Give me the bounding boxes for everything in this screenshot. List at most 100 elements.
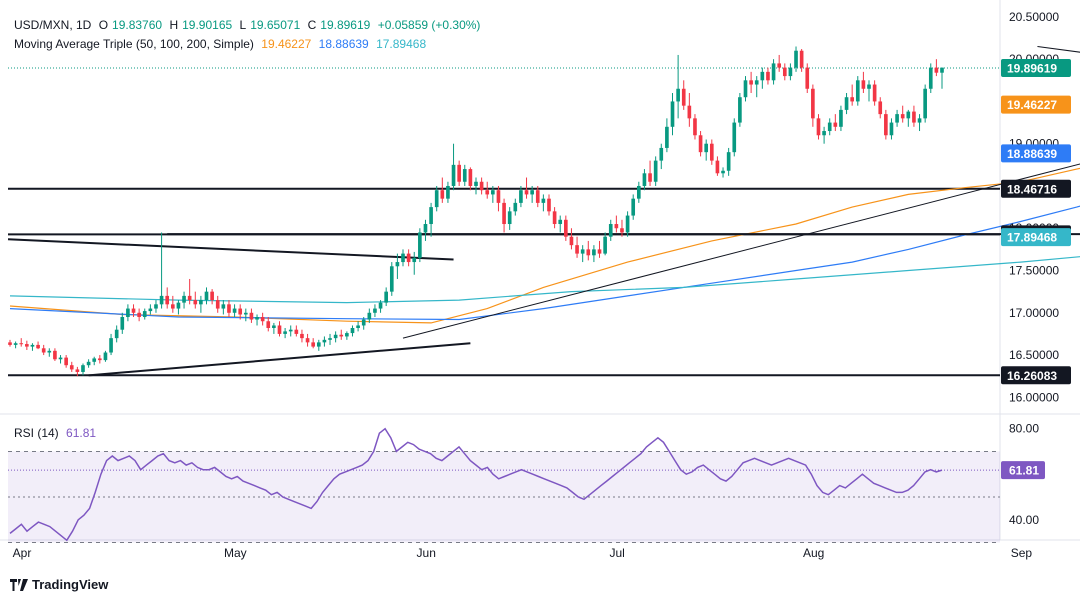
candle-body (193, 300, 198, 305)
candle-body (120, 317, 125, 330)
candle-body (479, 181, 484, 191)
ma200-value: 17.89468 (376, 37, 427, 51)
candle-body (367, 312, 372, 320)
candle-body (580, 249, 585, 254)
x-tick-label: Aug (803, 546, 824, 560)
price-tag-box (1001, 144, 1071, 163)
candle-body (732, 122, 737, 153)
price-tag-label: 16.26083 (1007, 369, 1057, 383)
price-tag-label: 19.46227 (1007, 98, 1057, 112)
candle-body (670, 101, 675, 127)
candle-body (535, 190, 540, 203)
x-tick-label: Jul (609, 546, 624, 560)
legend-rsi: RSI (14) 61.81 (14, 426, 100, 440)
candle-body (142, 311, 147, 318)
candle-body (693, 118, 697, 136)
candle-body (552, 211, 557, 225)
candle-body (266, 321, 271, 328)
candle-body (434, 190, 439, 208)
candle-body (653, 160, 658, 182)
y-tick-label: 16.00000 (1009, 390, 1059, 404)
x-tick-label: Sep (1011, 546, 1033, 560)
candle-body (468, 169, 473, 186)
candle-body (715, 160, 720, 174)
candle-body (378, 302, 383, 309)
y-tick-label: 16.50000 (1009, 348, 1059, 362)
price-tag-box (1001, 366, 1071, 385)
price-tag-label: 18.88639 (1007, 147, 1057, 161)
candle-body (636, 185, 641, 199)
candle-body (221, 304, 226, 309)
candle-body (227, 304, 231, 313)
candle-body (148, 308, 153, 312)
trend-line (402, 163, 1080, 339)
low-value: 19.65071 (250, 18, 301, 32)
candle-body (620, 228, 624, 233)
candle-body (126, 308, 130, 318)
trend-line (7, 238, 454, 261)
candle-body (878, 101, 883, 115)
candle-body (322, 339, 327, 343)
candle-body (704, 143, 709, 153)
candle-body (58, 357, 63, 360)
ma50-value: 19.46227 (261, 37, 312, 51)
price-tag-box (1001, 95, 1071, 114)
candle-body (631, 198, 636, 216)
candle-body (564, 219, 568, 237)
candle-body (558, 219, 563, 225)
candle-body (799, 50, 804, 68)
candle-body (934, 67, 939, 73)
candle-body (423, 224, 428, 233)
candle-body (833, 122, 838, 127)
rsi-tag-label: 61.81 (1009, 464, 1039, 478)
candle-body (13, 343, 18, 345)
candle-body (98, 358, 102, 361)
candle-body (137, 312, 141, 318)
candle-body (176, 302, 181, 309)
candle-body (81, 365, 85, 372)
candle-body (794, 50, 798, 68)
candle-body (170, 304, 175, 309)
candle-body (333, 334, 338, 339)
candle-body (41, 348, 46, 353)
candle-body (822, 131, 826, 136)
candle-body (187, 295, 192, 301)
candle-body (260, 317, 265, 322)
candle-body (440, 190, 445, 199)
candle-body (25, 344, 29, 347)
candle-body (861, 80, 866, 89)
candle-body (844, 97, 849, 110)
candle-body (709, 143, 714, 161)
tradingview-logo[interactable]: TradingView (10, 577, 108, 592)
y-tick-label: 20.50000 (1009, 10, 1059, 24)
candle-body (154, 304, 158, 309)
candle-body (867, 84, 871, 89)
candle-body (760, 71, 765, 81)
ma-title: Moving Average Triple (50, 100, 200, Sim… (14, 37, 254, 51)
x-tick-label: Apr (13, 546, 32, 560)
candle-body (507, 211, 512, 225)
open-label: O (98, 18, 109, 32)
candle-body (277, 325, 282, 334)
candle-body (906, 111, 911, 119)
candle-body (356, 325, 360, 328)
candle-body (698, 135, 703, 153)
close-value: 19.89619 (320, 18, 371, 32)
candle-body (457, 164, 461, 182)
candle-body (109, 338, 113, 353)
candle-body (547, 198, 551, 212)
x-tick-label: Jun (417, 546, 436, 560)
candle-body (361, 319, 366, 326)
candle-body (272, 325, 276, 328)
candle-body (805, 67, 810, 89)
candle-body (659, 147, 664, 161)
candle-body (451, 164, 456, 186)
candle-body (232, 308, 237, 313)
candle-body (771, 63, 776, 81)
candle-body (350, 328, 355, 334)
tradingview-icon (10, 578, 28, 591)
candle-body (384, 291, 388, 303)
rsi-tick-label: 80.00 (1009, 422, 1039, 436)
candle-body (255, 317, 259, 320)
candle-body (215, 300, 220, 309)
